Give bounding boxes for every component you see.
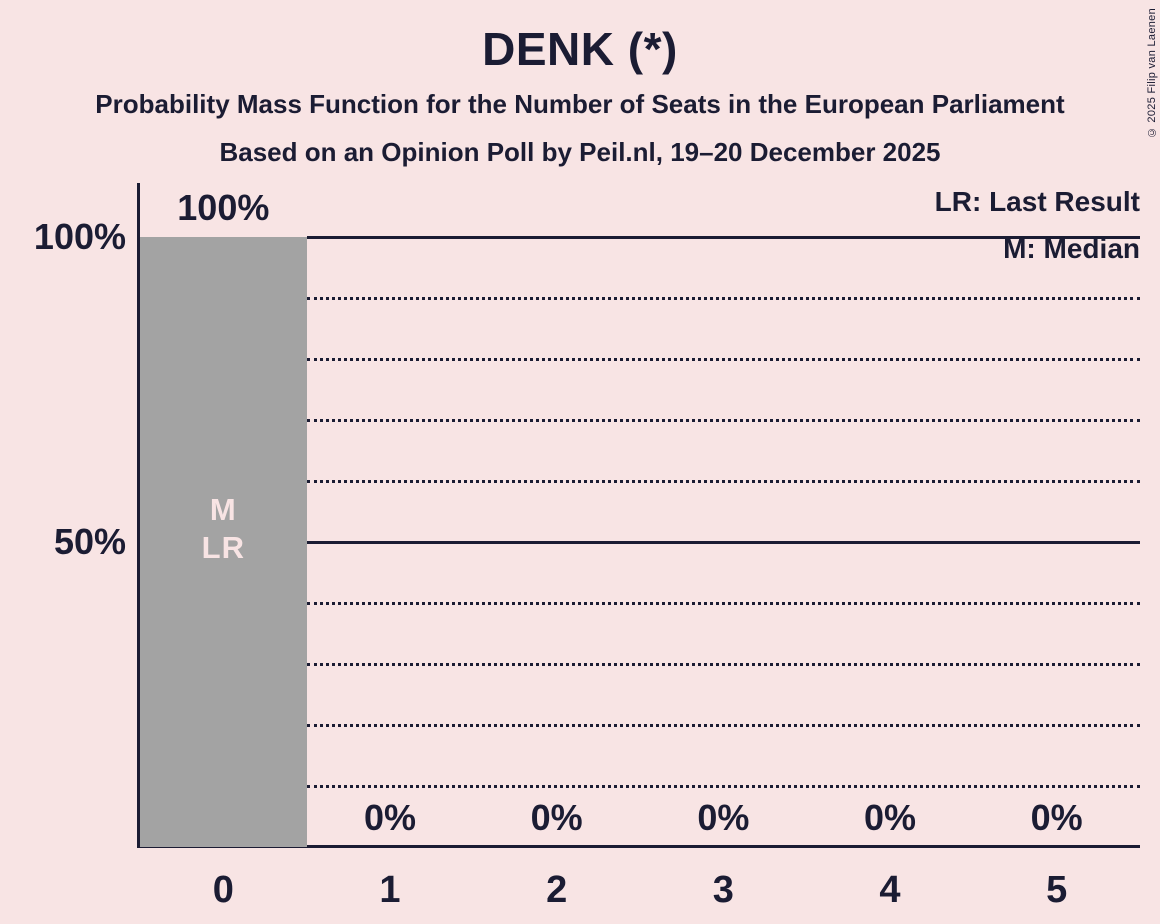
bar-annotation-line: M bbox=[209, 492, 237, 527]
gridline-dotted-30 bbox=[306, 662, 1140, 666]
x-tick-label-1: 1 bbox=[379, 869, 401, 911]
y-axis-label-100: 100% bbox=[33, 216, 126, 257]
copyright-notice: © 2025 Filip van Laenen bbox=[1146, 8, 1158, 139]
legend-last-result: LR: Last Result bbox=[934, 186, 1140, 217]
bar-value-label: 0% bbox=[363, 797, 416, 838]
gridline-dotted-20 bbox=[306, 723, 1140, 727]
gridline-solid-100 bbox=[306, 235, 1140, 239]
bar-value-label: 100% bbox=[177, 187, 270, 228]
x-tick-label-0: 0 bbox=[212, 869, 234, 911]
gridline-dotted-60 bbox=[306, 479, 1140, 483]
gridline-dotted-80 bbox=[306, 357, 1140, 361]
bar-value-label: 0% bbox=[1030, 797, 1083, 838]
gridline-dotted-10 bbox=[306, 784, 1140, 788]
bar-annotation-line: LR bbox=[201, 530, 245, 565]
x-tick-label-4: 4 bbox=[879, 869, 901, 911]
x-axis-line bbox=[137, 845, 1140, 848]
x-tick-label-2: 2 bbox=[546, 869, 568, 911]
x-tick-label-3: 3 bbox=[712, 869, 734, 911]
gridline-dotted-70 bbox=[306, 418, 1140, 422]
bar-value-label: 0% bbox=[863, 797, 916, 838]
bar-value-label: 0% bbox=[530, 797, 583, 838]
chart-subtitle: Probability Mass Function for the Number… bbox=[95, 89, 1065, 119]
gridline-dotted-90 bbox=[306, 296, 1140, 300]
y-axis-line bbox=[137, 183, 140, 848]
x-tick-label-5: 5 bbox=[1046, 869, 1068, 911]
y-axis-label-50: 50% bbox=[53, 521, 126, 562]
bar-value-label: 0% bbox=[697, 797, 750, 838]
bar-seats-0 bbox=[140, 237, 307, 847]
gridline-solid-50 bbox=[306, 540, 1140, 544]
chart-source-line: Based on an Opinion Poll by Peil.nl, 19–… bbox=[219, 137, 941, 167]
gridline-dotted-40 bbox=[306, 601, 1140, 605]
bar-annotation: M LR bbox=[140, 491, 307, 567]
chart-title: DENK (*) bbox=[482, 23, 678, 75]
